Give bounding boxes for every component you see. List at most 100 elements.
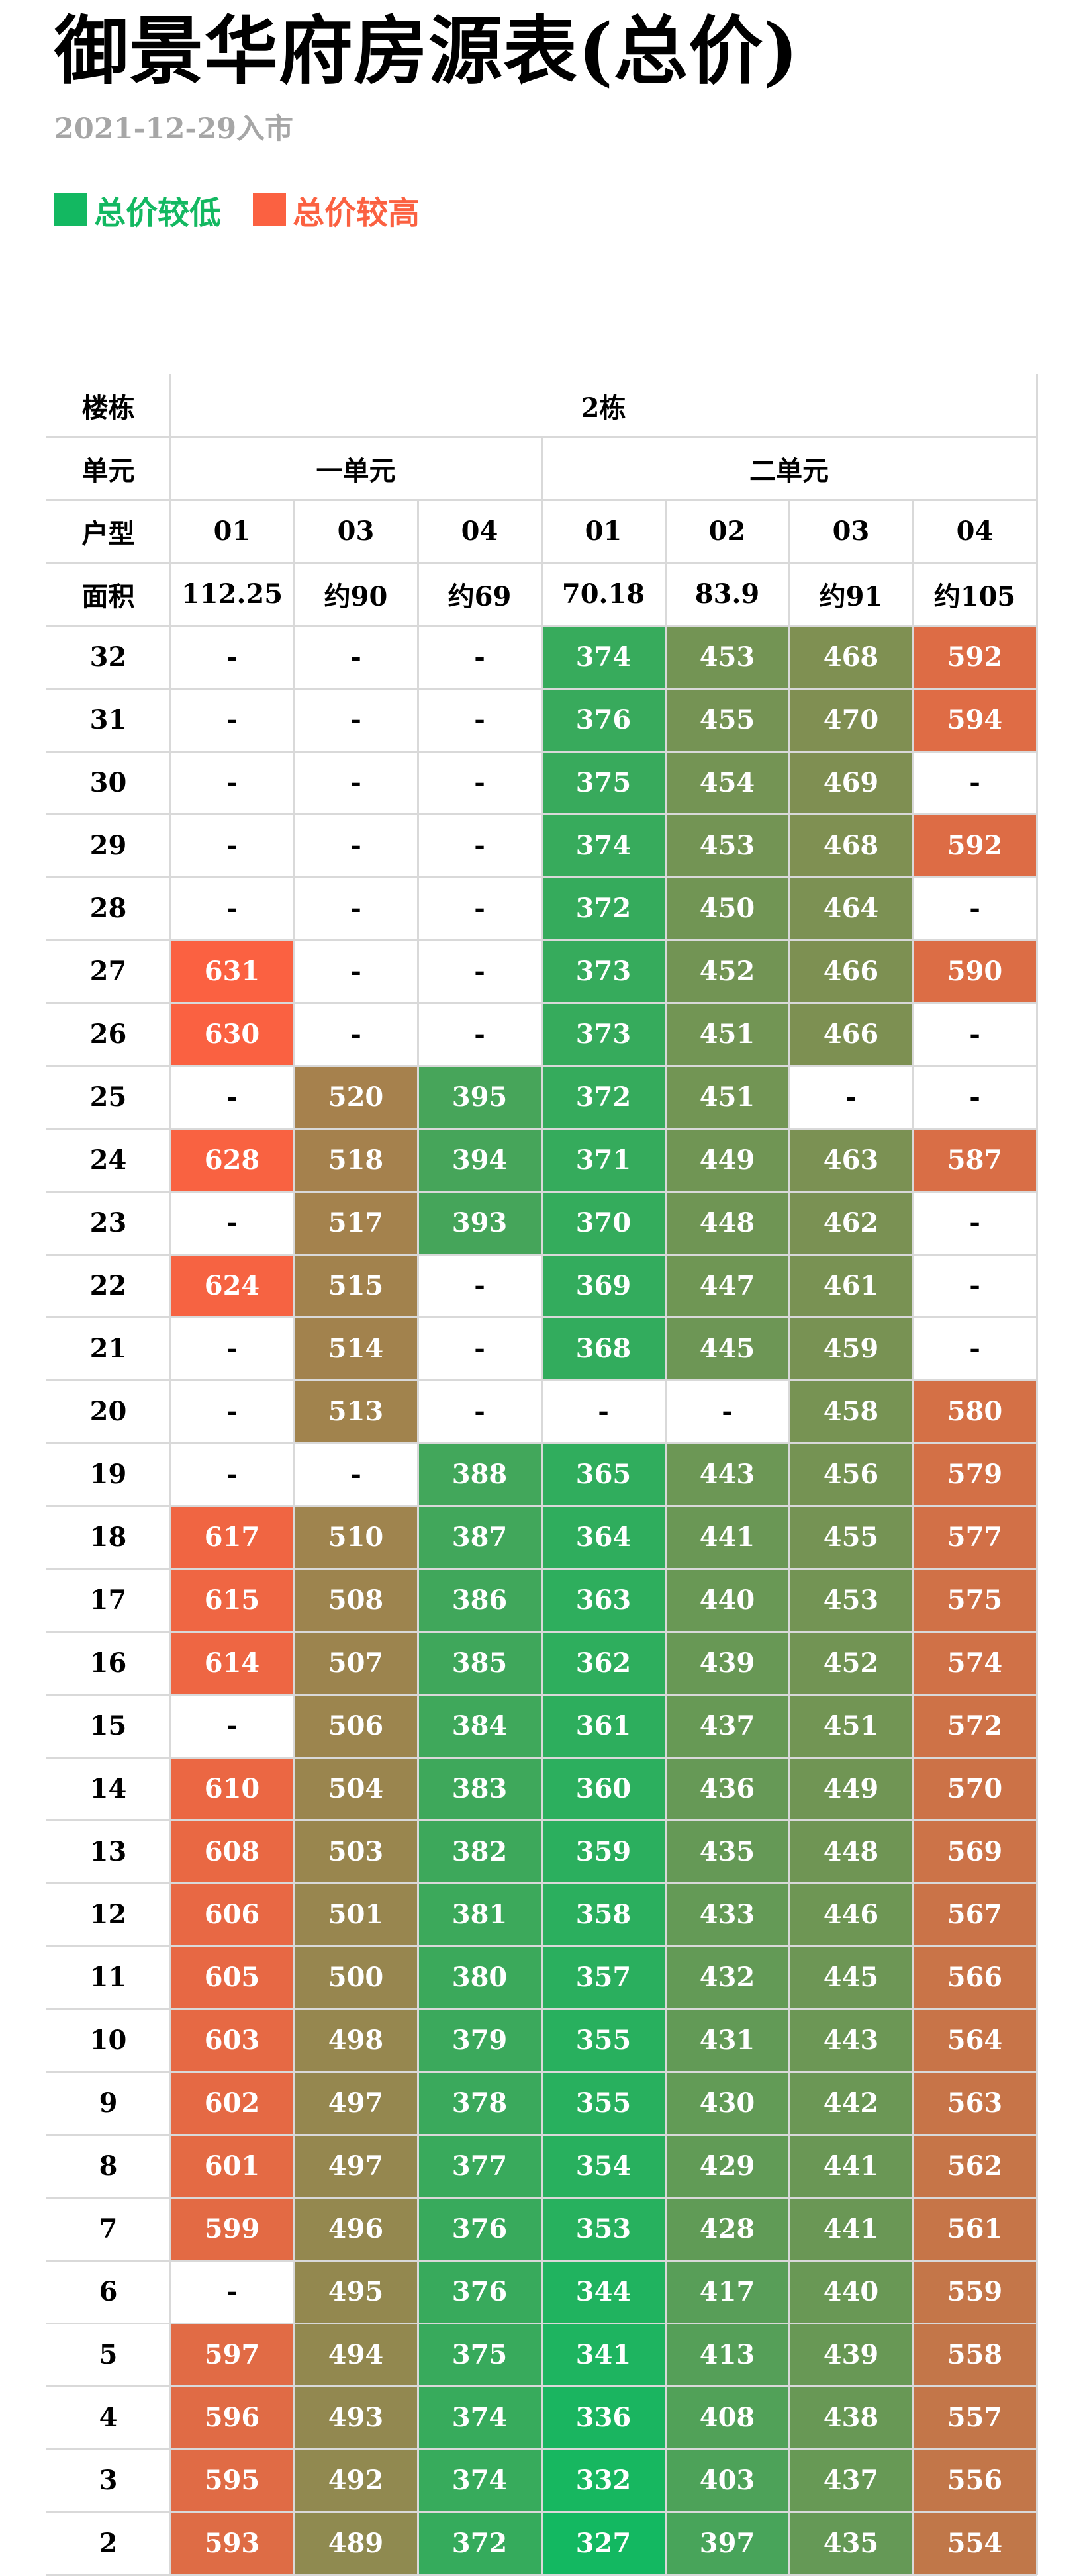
price-cell: 355 bbox=[542, 2009, 665, 2072]
empty-cell: - bbox=[226, 1207, 238, 1238]
price-cell: 587 bbox=[913, 1128, 1037, 1191]
price-cell: 624 bbox=[170, 1254, 294, 1317]
price-cell: 381 bbox=[418, 1883, 542, 1946]
price-cell: 469 bbox=[789, 751, 913, 814]
empty-cell: - bbox=[598, 1396, 609, 1427]
price-cell: 506 bbox=[294, 1694, 418, 1757]
price-cell: 440 bbox=[665, 1569, 789, 1632]
price-cell: 385 bbox=[418, 1632, 542, 1694]
price-cell: 374 bbox=[418, 2386, 542, 2449]
price-cell: 442 bbox=[789, 2072, 913, 2135]
page-title: 御景华府房源表(总价) bbox=[54, 8, 799, 95]
header-type: 03 bbox=[337, 516, 375, 547]
price-cell: 446 bbox=[789, 1883, 913, 1946]
price-cell: 431 bbox=[665, 2009, 789, 2072]
price-cell: 466 bbox=[789, 1003, 913, 1066]
price-cell: 563 bbox=[913, 2072, 1037, 2135]
floor-label: 4 bbox=[99, 2402, 118, 2433]
empty-cell: - bbox=[969, 1270, 980, 1301]
price-cell: 494 bbox=[294, 2323, 418, 2386]
price-cell: 332 bbox=[542, 2449, 665, 2512]
floor-label: 6 bbox=[99, 2276, 118, 2307]
price-cell: 500 bbox=[294, 1946, 418, 2009]
empty-cell: - bbox=[350, 704, 361, 735]
floor-label: 15 bbox=[89, 1710, 127, 1741]
price-cell: 566 bbox=[913, 1946, 1037, 2009]
price-cell: 376 bbox=[542, 688, 665, 751]
price-cell: 592 bbox=[913, 625, 1037, 688]
table-rule bbox=[665, 500, 667, 2575]
floor-label: 18 bbox=[89, 1522, 127, 1553]
price-cell: 470 bbox=[789, 688, 913, 751]
floor-label: 28 bbox=[89, 893, 127, 924]
price-cell: 441 bbox=[665, 1506, 789, 1569]
table-rule bbox=[1036, 374, 1038, 2575]
header-area: 70.18 bbox=[561, 578, 645, 610]
price-cell: 617 bbox=[170, 1506, 294, 1569]
price-cell: 403 bbox=[665, 2449, 789, 2512]
price-cell: 572 bbox=[913, 1694, 1037, 1757]
price-cell: 441 bbox=[789, 2135, 913, 2197]
table-rule bbox=[293, 500, 295, 2575]
price-cell: 569 bbox=[913, 1820, 1037, 1883]
price-cell: 374 bbox=[418, 2449, 542, 2512]
empty-cell: - bbox=[474, 1270, 485, 1301]
price-cell: 554 bbox=[913, 2512, 1037, 2575]
price-cell: 459 bbox=[789, 1317, 913, 1380]
price-cell: 452 bbox=[789, 1632, 913, 1694]
price-cell: 387 bbox=[418, 1506, 542, 1569]
empty-cell: - bbox=[350, 893, 361, 924]
price-cell: 439 bbox=[665, 1632, 789, 1694]
empty-cell: - bbox=[722, 1396, 733, 1427]
floor-label: 29 bbox=[89, 830, 127, 861]
price-cell: 375 bbox=[542, 751, 665, 814]
floor-label: 19 bbox=[89, 1459, 127, 1490]
floor-label: 11 bbox=[89, 1962, 127, 1993]
color-legend: 总价较低 总价较高 bbox=[54, 187, 451, 233]
price-cell: 441 bbox=[789, 2197, 913, 2260]
price-cell: 594 bbox=[913, 688, 1037, 751]
price-cell: 556 bbox=[913, 2449, 1037, 2512]
price-cell: 557 bbox=[913, 2386, 1037, 2449]
price-cell: 382 bbox=[418, 1820, 542, 1883]
header-building: 2栋 bbox=[581, 392, 626, 424]
empty-cell: - bbox=[845, 1081, 857, 1113]
price-cell: 354 bbox=[542, 2135, 665, 2197]
price-cell: 615 bbox=[170, 1569, 294, 1632]
price-cell: 599 bbox=[170, 2197, 294, 2260]
price-cell: 375 bbox=[418, 2323, 542, 2386]
empty-cell: - bbox=[226, 704, 238, 735]
price-cell: 374 bbox=[542, 625, 665, 688]
price-cell: 564 bbox=[913, 2009, 1037, 2072]
price-cell: 388 bbox=[418, 1443, 542, 1506]
header-unit-label: 单元 bbox=[81, 455, 135, 486]
price-cell: 361 bbox=[542, 1694, 665, 1757]
price-cell: 445 bbox=[665, 1317, 789, 1380]
price-cell: 514 bbox=[294, 1317, 418, 1380]
price-cell: 448 bbox=[789, 1820, 913, 1883]
header-type: 01 bbox=[213, 516, 251, 547]
price-cell: 433 bbox=[665, 1883, 789, 1946]
price-cell: 517 bbox=[294, 1191, 418, 1254]
price-cell: 358 bbox=[542, 1883, 665, 1946]
empty-cell: - bbox=[350, 641, 361, 672]
price-cell: 449 bbox=[789, 1757, 913, 1820]
empty-cell: - bbox=[474, 893, 485, 924]
price-cell: 435 bbox=[665, 1820, 789, 1883]
price-cell: 492 bbox=[294, 2449, 418, 2512]
price-cell: 462 bbox=[789, 1191, 913, 1254]
empty-cell: - bbox=[969, 1019, 980, 1050]
price-cell: 458 bbox=[789, 1380, 913, 1443]
price-cell: 580 bbox=[913, 1380, 1037, 1443]
table-rule bbox=[788, 500, 790, 2575]
price-cell: 408 bbox=[665, 2386, 789, 2449]
price-cell: 590 bbox=[913, 940, 1037, 1003]
floor-label: 7 bbox=[99, 2213, 118, 2244]
empty-cell: - bbox=[226, 641, 238, 672]
price-cell: 376 bbox=[418, 2197, 542, 2260]
listing-date: 2021-12-29入市 bbox=[54, 113, 294, 146]
price-cell: 495 bbox=[294, 2260, 418, 2323]
empty-cell: - bbox=[226, 1459, 238, 1490]
price-cell: 454 bbox=[665, 751, 789, 814]
price-cell: 466 bbox=[789, 940, 913, 1003]
